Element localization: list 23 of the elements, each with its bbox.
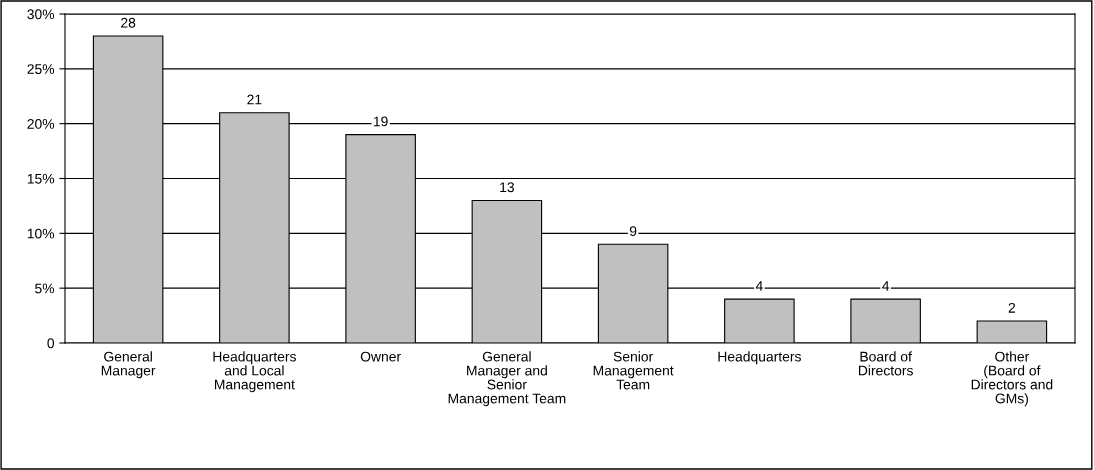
x-tick-label: Owner [360, 351, 401, 362]
y-tick-label: 20% [27, 119, 55, 129]
data-label: 4 [882, 281, 890, 291]
x-tick-label: Senior Management Team [593, 351, 674, 390]
y-tick-label: 10% [27, 228, 55, 239]
y-tick-label: 25% [27, 64, 55, 74]
data-label: 13 [500, 182, 514, 193]
x-tick-label: General Manager and Senior Management Team [448, 351, 566, 407]
data-label: 21 [247, 94, 262, 105]
x-tick-label: Board of Directors [858, 351, 913, 376]
data-label: 2 [1008, 302, 1016, 313]
y-tick-label: 0 [47, 338, 55, 349]
data-label: 19 [373, 116, 388, 127]
data-label: 4 [755, 281, 763, 291]
y-tick-label: 30% [27, 9, 55, 20]
x-tick-label: General Manager [101, 351, 156, 379]
x-tick-label: Headquarters and Local Management [213, 351, 296, 393]
data-label: 9 [629, 226, 637, 236]
y-tick-label: 5% [35, 283, 55, 294]
y-tick-label: 15% [27, 173, 55, 184]
x-tick-label: Other (Board of Directors and GMs) [971, 351, 1053, 407]
data-label: 28 [121, 17, 136, 28]
x-tick-label: Headquarters [718, 351, 801, 365]
